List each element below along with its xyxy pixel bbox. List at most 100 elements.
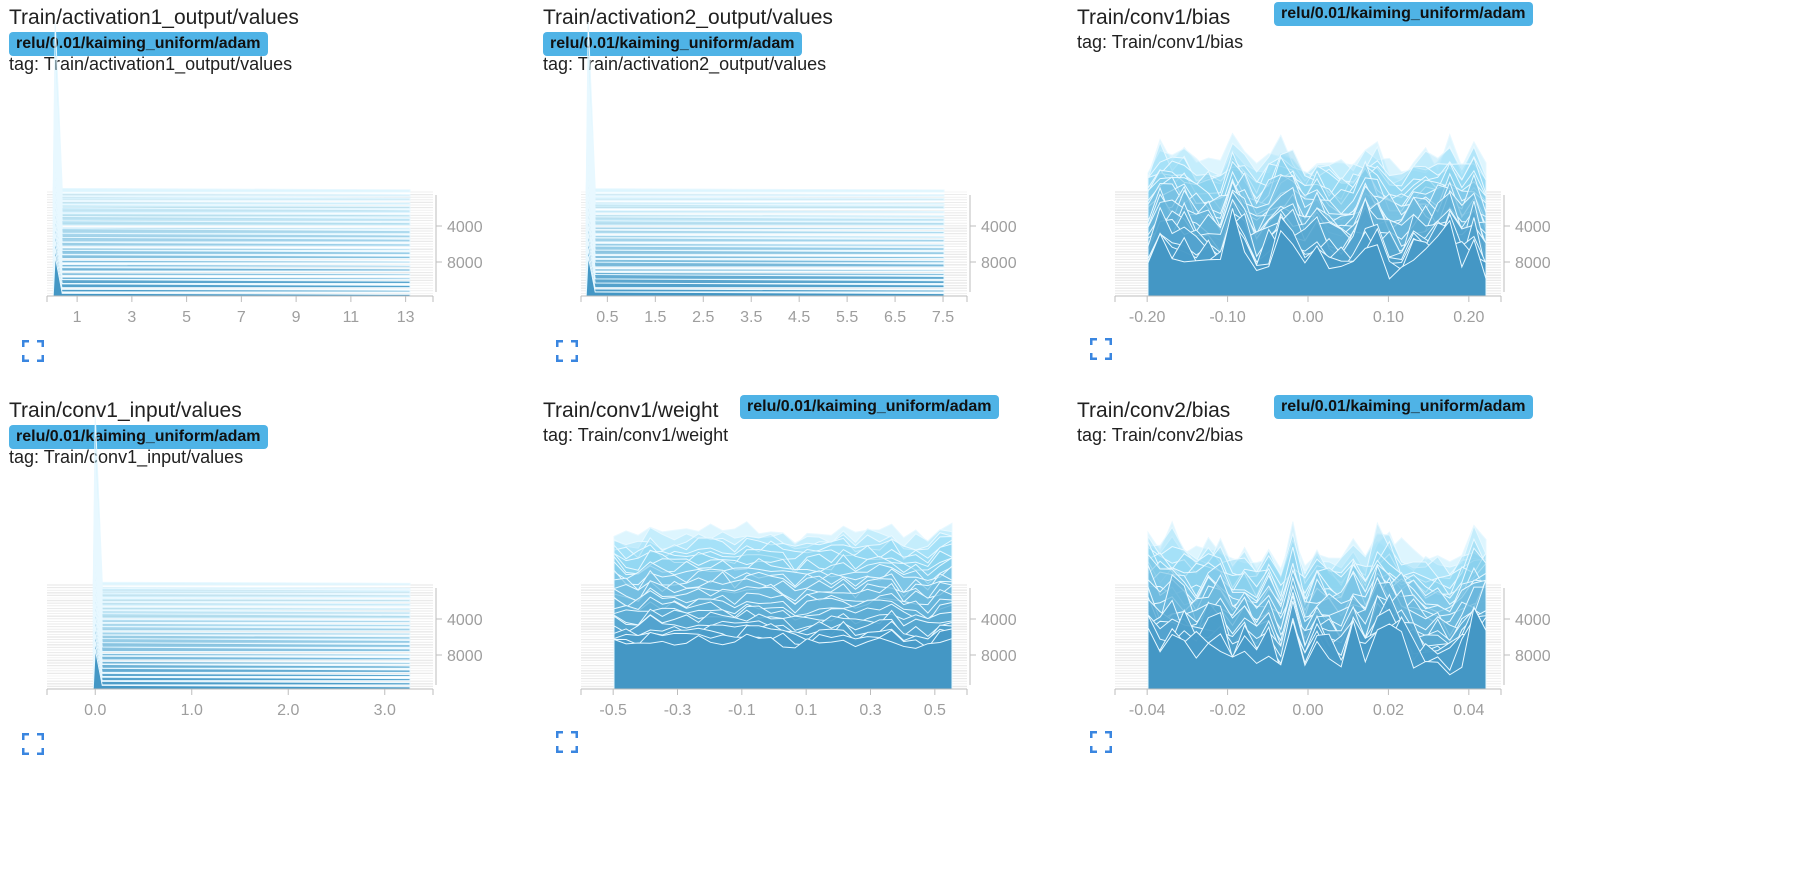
x-axis: -0.5 -0.3 -0.1 0.1 0.3 0.5: [580, 688, 968, 719]
x-tick-label: 3: [127, 309, 136, 326]
x-tick-label: 3.5: [740, 309, 762, 326]
tag-line: tag: Train/activation1_output/values: [9, 54, 293, 74]
chart-card-activation1-output: Train/activation1_output/values relu/0.0…: [0, 0, 520, 390]
x-tick-label: 0.3: [859, 702, 881, 719]
x-tick-label: 4.5: [788, 309, 810, 326]
x-tick-label: -0.02: [1209, 702, 1246, 719]
histogram-layer: [52, 21, 411, 193]
step-tick-label: 4000: [981, 219, 1017, 236]
histogram-plot: 4000 8000 -0.5 -0.3 -0.1 0.1 0.3 0.5: [580, 521, 1017, 719]
chart-title: Train/conv1/bias: [1077, 6, 1231, 29]
step-axis: 4000 8000: [435, 588, 483, 685]
histogram-layer: [52, 248, 411, 293]
histogram-layers: [1147, 520, 1487, 690]
x-axis: -0.04 -0.02 0.00 0.02 0.04: [1114, 688, 1502, 719]
fullscreen-expand-icon[interactable]: [556, 340, 578, 362]
histogram-layer: [1147, 606, 1487, 690]
histogram-layers: [613, 521, 953, 690]
x-tick-label: 2.5: [692, 309, 714, 326]
run-badge: relu/0.01/kaiming_uniform/adam: [543, 32, 802, 56]
histogram-layer: [92, 462, 411, 590]
chart-title: Train/activation1_output/values: [9, 6, 299, 29]
run-badge: relu/0.01/kaiming_uniform/adam: [1274, 395, 1533, 419]
tag-line: tag: Train/conv1/bias: [1077, 32, 1244, 52]
run-badge: relu/0.01/kaiming_uniform/adam: [9, 425, 268, 449]
histogram-layer: [585, 21, 945, 193]
step-axis: 4000 8000: [969, 588, 1017, 685]
histogram-layer: [92, 470, 411, 594]
x-tick-label: -0.5: [599, 702, 627, 719]
x-tick-label: 0.5: [596, 309, 618, 326]
x-tick-label: 0.0: [84, 702, 106, 719]
step-axis: 4000 8000: [969, 195, 1017, 292]
x-tick-label: 0.02: [1373, 702, 1404, 719]
histogram-plot: 4000 8000 0.5 1.5 2.5 3.5 4.5 5.5 6.5 7.5: [580, 21, 1017, 326]
x-axis: -0.20 -0.10 0.00 0.10 0.20: [1114, 295, 1502, 326]
step-axis: 4000 8000: [1503, 195, 1551, 292]
histogram-layer: [585, 69, 945, 197]
tag-line: tag: Train/conv1_input/values: [9, 447, 244, 467]
chart-card-conv1-input: Train/conv1_input/values relu/0.01/kaimi…: [0, 393, 520, 783]
fullscreen-expand-icon[interactable]: [22, 733, 44, 755]
x-tick-label: 1.5: [644, 309, 666, 326]
step-tick-label: 8000: [1515, 648, 1551, 665]
histogram-layer: [52, 85, 411, 205]
tag-line: tag: Train/conv1/weight: [543, 425, 729, 445]
step-tick-label: 4000: [981, 612, 1017, 629]
run-badge: relu/0.01/kaiming_uniform/adam: [1274, 2, 1533, 26]
histogram-layer: [1147, 208, 1487, 297]
histogram-layer: [92, 478, 411, 598]
histogram-layer: [613, 633, 953, 690]
histogram-layers: [52, 21, 411, 297]
x-tick-label: 0.1: [795, 702, 817, 719]
histogram-layers: [92, 414, 411, 690]
x-tick-label: -0.1: [728, 702, 756, 719]
step-tick-label: 8000: [981, 648, 1017, 665]
histogram-layer: [52, 77, 411, 201]
step-tick-label: 8000: [1515, 255, 1551, 272]
fullscreen-expand-icon[interactable]: [1090, 731, 1112, 753]
fullscreen-expand-icon[interactable]: [1090, 338, 1112, 360]
step-axis: 4000 8000: [1503, 588, 1551, 685]
step-tick-label: 4000: [447, 612, 483, 629]
histogram-plot: 4000 8000 -0.04 -0.02 0.00 0.02 0.04: [1114, 520, 1551, 719]
chart-title: Train/conv1_input/values: [9, 399, 242, 422]
chart-card-conv1-bias: Train/conv1/bias relu/0.01/kaiming_unifo…: [1068, 0, 1588, 390]
x-tick-label: 0.20: [1453, 309, 1484, 326]
step-tick-label: 4000: [1515, 612, 1551, 629]
x-tick-label: 5: [182, 309, 191, 326]
tag-line: tag: Train/activation2_output/values: [543, 54, 827, 74]
x-axis: 0.0 1.0 2.0 3.0: [46, 688, 434, 719]
x-tick-label: 0.10: [1373, 309, 1404, 326]
chart-title: Train/conv2/bias: [1077, 399, 1231, 422]
x-tick-label: -0.10: [1209, 309, 1246, 326]
x-tick-label: -0.3: [664, 702, 692, 719]
histogram-layers: [585, 21, 945, 297]
fullscreen-expand-icon[interactable]: [22, 340, 44, 362]
x-tick-label: 0.00: [1292, 702, 1323, 719]
step-tick-label: 8000: [981, 255, 1017, 272]
histogram-layer: [1147, 520, 1487, 586]
chart-card-activation2-output: Train/activation2_output/values relu/0.0…: [534, 0, 1054, 390]
x-tick-label: 7.5: [932, 309, 954, 326]
x-tick-label: 0.5: [924, 702, 946, 719]
histogram-layer: [585, 248, 945, 293]
histogram-layer: [92, 641, 411, 686]
x-tick-label: 1.0: [181, 702, 203, 719]
x-axis: 0.5 1.5 2.5 3.5 4.5 5.5 6.5 7.5: [580, 295, 968, 326]
x-tick-label: 0.04: [1453, 702, 1484, 719]
x-tick-label: 7: [237, 309, 246, 326]
x-tick-label: 2.0: [277, 702, 299, 719]
step-axis: 4000 8000: [435, 195, 483, 292]
fullscreen-expand-icon[interactable]: [556, 731, 578, 753]
histogram-layers: [1147, 132, 1487, 297]
x-axis: 1 3 5 7 9 11 13: [46, 295, 434, 326]
x-tick-label: 13: [397, 309, 415, 326]
x-tick-label: 1: [73, 309, 82, 326]
histogram-plot: 4000 8000 -0.20 -0.10 0.00 0.10 0.20: [1114, 132, 1551, 326]
step-tick-label: 8000: [447, 255, 483, 272]
x-tick-label: 0.00: [1292, 309, 1323, 326]
chart-title: Train/conv1/weight: [543, 399, 719, 422]
run-badge: relu/0.01/kaiming_uniform/adam: [9, 32, 268, 56]
x-tick-label: 11: [343, 309, 360, 326]
